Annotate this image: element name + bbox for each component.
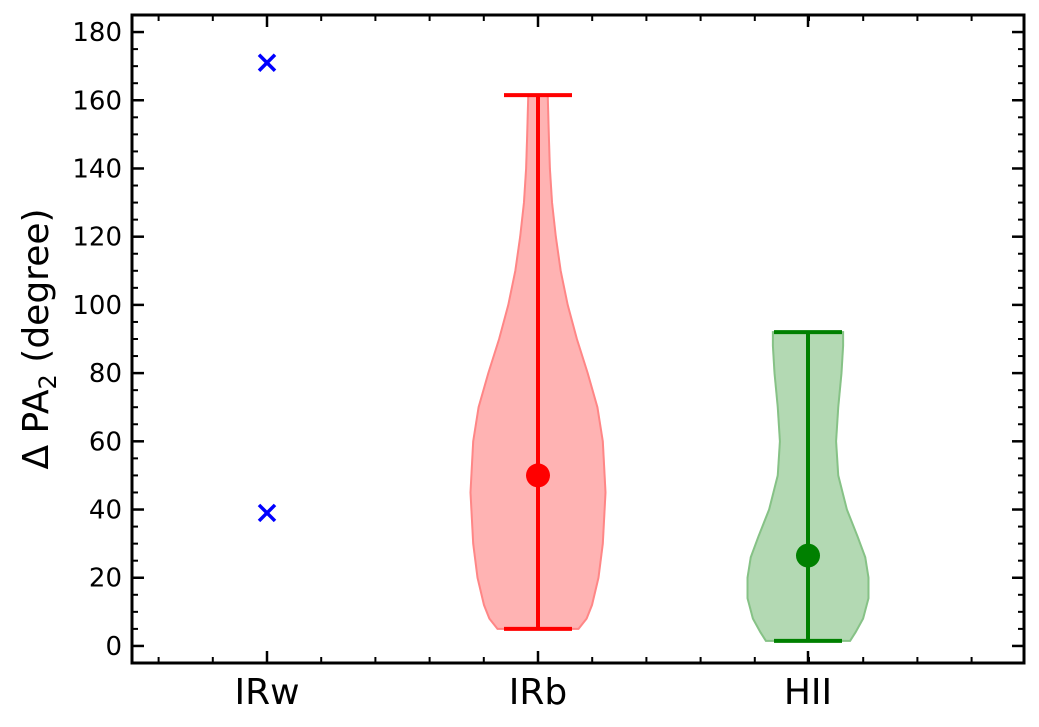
y-tick-label: 160 [72, 86, 122, 116]
violin-outline-hii [746, 331, 870, 642]
points-layer [257, 53, 277, 523]
y-tick-labels: 0 20 40 60 80 100 120 140 160 180 [72, 18, 122, 662]
y-axis-label-suffix: (degree) [16, 208, 57, 374]
x-category-labels: IRw IRb HII [234, 672, 832, 713]
x-marker-stroke [257, 503, 277, 523]
y-axis-label-subscript: 2 [34, 374, 62, 389]
y-tick-label: 40 [89, 496, 122, 526]
violin-median-hii [796, 543, 820, 568]
y-tick-label: 100 [72, 291, 122, 321]
y-axis-label: Δ PA2 (degree) [16, 208, 62, 469]
y-axis-label-prefix: Δ PA [16, 389, 57, 469]
x-category-label-hii: HII [784, 672, 832, 713]
plot-frame [130, 13, 1026, 665]
violin-median-irb [526, 463, 550, 488]
y-tick-label: 120 [72, 223, 122, 253]
y-tick-label: 0 [105, 632, 122, 662]
x-marker-irw-1 [257, 503, 277, 523]
y-tick-label: 20 [89, 564, 122, 594]
y-tick-label: 180 [72, 18, 122, 48]
x-category-label-irb: IRb [509, 672, 567, 713]
y-tick-label: 60 [89, 427, 122, 457]
y-tick-label: 80 [89, 359, 122, 389]
x-category-label-irw: IRw [234, 672, 299, 713]
violins-layer [469, 93, 870, 643]
x-marker-irw-0 [257, 53, 277, 72]
x-marker-stroke [257, 53, 277, 72]
y-tick-label: 140 [72, 154, 122, 184]
